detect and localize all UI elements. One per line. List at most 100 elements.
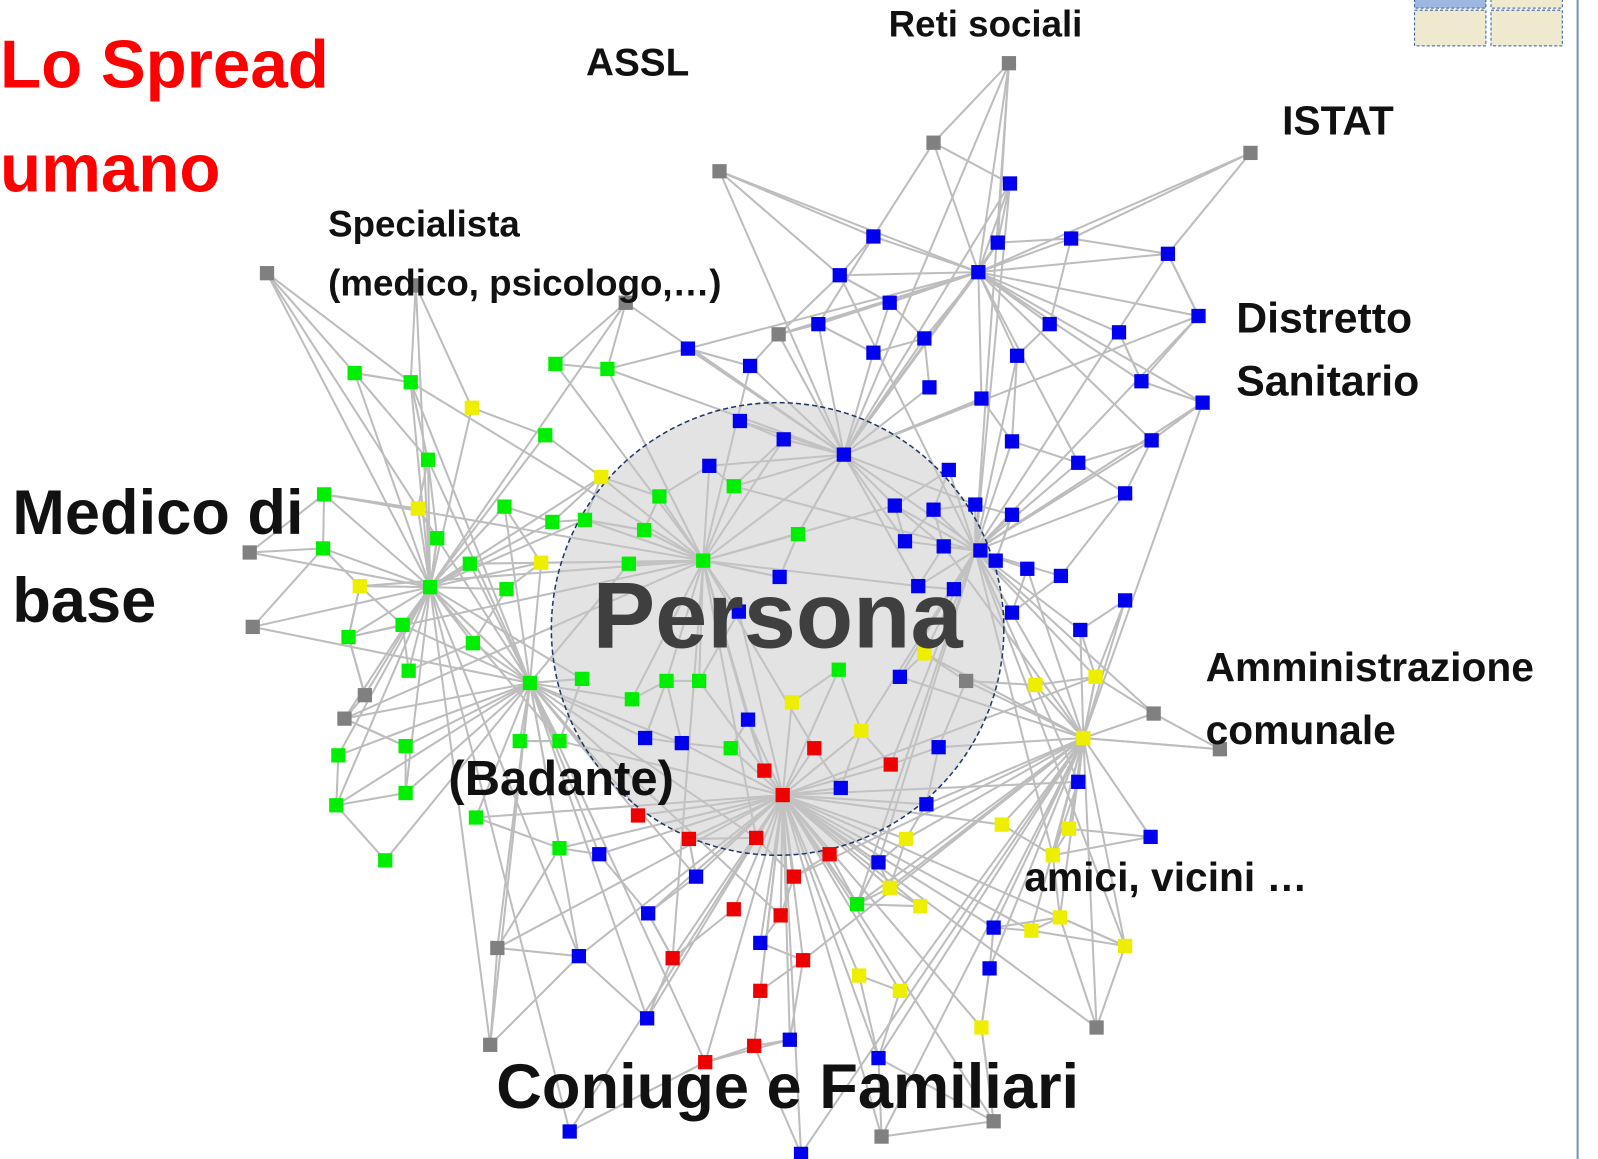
node xyxy=(499,582,514,597)
edge xyxy=(252,586,431,628)
node xyxy=(831,662,846,677)
edge xyxy=(977,271,1153,442)
label: base xyxy=(12,566,156,636)
node xyxy=(1020,561,1035,576)
node xyxy=(1076,730,1091,746)
node xyxy=(784,695,799,710)
edge xyxy=(881,1120,994,1138)
edge xyxy=(978,252,1169,274)
edge xyxy=(873,337,925,354)
node xyxy=(398,739,413,754)
label: (medico, psicologo,…) xyxy=(328,263,721,304)
edge xyxy=(475,816,560,850)
edge xyxy=(753,1045,802,1155)
edge xyxy=(839,271,979,277)
edge xyxy=(529,682,601,855)
title-line: Lo Spread xyxy=(0,28,329,103)
node xyxy=(497,499,512,514)
node xyxy=(982,961,997,976)
edge xyxy=(872,142,935,238)
node xyxy=(464,400,479,415)
node xyxy=(430,531,445,546)
edge xyxy=(409,382,430,460)
node xyxy=(882,880,897,895)
node xyxy=(936,539,951,554)
node xyxy=(897,534,913,549)
edge xyxy=(1167,152,1252,255)
node xyxy=(1117,593,1133,608)
edge xyxy=(1058,917,1098,1028)
edge xyxy=(335,755,340,806)
edge xyxy=(427,459,531,684)
node xyxy=(822,847,837,862)
edge xyxy=(877,1058,883,1137)
edge xyxy=(977,271,1080,464)
node xyxy=(398,785,413,801)
edge xyxy=(718,170,841,276)
edge xyxy=(1031,929,1126,947)
node xyxy=(1045,848,1060,863)
node xyxy=(636,522,652,538)
node xyxy=(552,840,567,856)
edge xyxy=(671,908,735,959)
edge xyxy=(335,682,531,807)
label: Reti sociali xyxy=(889,4,1083,45)
node xyxy=(753,983,768,998)
node xyxy=(1111,325,1127,340)
label: amici, vicini … xyxy=(1024,854,1307,900)
node xyxy=(1063,231,1079,246)
node xyxy=(988,553,1003,568)
edge xyxy=(504,505,553,523)
edge xyxy=(427,459,432,588)
edge xyxy=(249,493,325,554)
node xyxy=(922,380,937,395)
edge xyxy=(249,547,324,554)
node xyxy=(926,135,941,150)
node xyxy=(782,1032,797,1047)
edge xyxy=(1011,575,1062,614)
edge xyxy=(842,62,1010,456)
node xyxy=(538,428,553,443)
node xyxy=(468,810,484,825)
edge xyxy=(1010,355,1019,442)
edge xyxy=(932,62,1010,144)
node xyxy=(1143,829,1158,845)
node xyxy=(1071,455,1086,470)
edge xyxy=(429,587,492,1045)
edge xyxy=(489,955,580,1046)
edge xyxy=(842,182,1011,456)
node xyxy=(994,817,1009,832)
node xyxy=(836,447,851,462)
edge xyxy=(336,792,406,807)
edge xyxy=(1068,827,1151,838)
edge xyxy=(335,804,386,862)
node xyxy=(1009,348,1025,363)
node xyxy=(974,1020,989,1035)
edge xyxy=(1011,568,1029,613)
node xyxy=(773,908,788,923)
edge xyxy=(988,737,1085,969)
edge xyxy=(266,272,431,588)
node xyxy=(874,1129,889,1144)
edge xyxy=(606,302,627,370)
edge xyxy=(977,271,1142,383)
edge xyxy=(544,434,602,478)
edge xyxy=(404,682,531,794)
node xyxy=(854,723,869,739)
edge xyxy=(923,338,931,388)
edge xyxy=(977,271,1120,334)
edge xyxy=(518,682,531,742)
node xyxy=(401,663,416,678)
label: ASSL xyxy=(586,41,689,84)
node xyxy=(913,899,928,914)
edge xyxy=(249,551,431,589)
node xyxy=(574,671,590,687)
node xyxy=(618,295,633,310)
edge xyxy=(800,737,1085,1155)
edge xyxy=(873,235,979,274)
edge xyxy=(719,170,979,274)
node xyxy=(522,675,538,691)
node xyxy=(946,582,962,597)
edge xyxy=(496,847,561,949)
